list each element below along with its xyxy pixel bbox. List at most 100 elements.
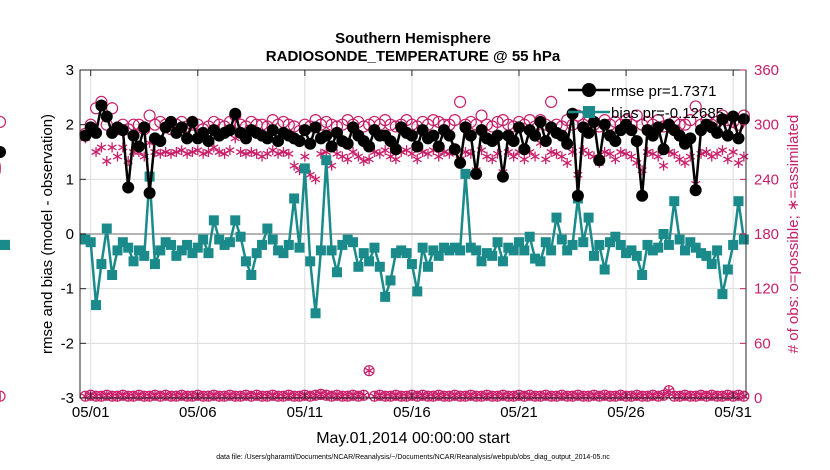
bias-point [433, 250, 444, 261]
bias-point [385, 275, 396, 286]
x-axis-label: May.01,2014 00:00:00 start [316, 430, 510, 447]
bias-point [449, 242, 460, 253]
rmse-point [534, 115, 547, 128]
obs-possible-point [630, 109, 643, 122]
rmse-point [320, 129, 333, 142]
rmse-point [389, 143, 402, 156]
legend: rmse pr=1.7371 bias pr=-0.12685 [568, 83, 724, 122]
bias-point [219, 239, 230, 250]
bias-point [149, 259, 160, 270]
bias-point [551, 212, 562, 223]
chart-title: Southern Hemisphere [335, 30, 491, 47]
y-axis-left: -3 -2 -1 0 1 2 3 [61, 62, 86, 407]
rmse-point [143, 187, 156, 199]
obs-assimilated-point [701, 147, 712, 157]
bias-point [160, 237, 171, 248]
obs-assimilated-point [508, 151, 519, 162]
rmse-point [571, 189, 584, 202]
bias-point [107, 270, 118, 280]
obs-assimilated-point [91, 147, 101, 157]
bias-point [717, 289, 728, 300]
obs-assimilated-point [739, 151, 749, 162]
obs-assimilated-point [225, 145, 235, 156]
rmse-point [138, 121, 151, 134]
rmse-point [684, 132, 697, 145]
obs-possible-point [545, 95, 558, 108]
obs-possible-point [684, 114, 697, 127]
rmse-point [304, 137, 317, 150]
bias-series [0, 155, 749, 319]
bias-point [123, 242, 134, 253]
bias-point [369, 242, 380, 253]
y-tick-label-left: 0 [66, 226, 74, 243]
obs-assimilated-point [284, 148, 294, 159]
bias-point [685, 237, 696, 248]
bias-point [348, 237, 359, 248]
rmse-point [496, 170, 509, 183]
obs-possible-point [0, 115, 7, 129]
bias-point [262, 223, 273, 234]
rmse-point [127, 129, 140, 142]
bias-point [235, 231, 246, 242]
bias-point [198, 234, 209, 245]
rmse-point [298, 124, 311, 137]
obs-possible-point [454, 95, 467, 108]
rmse-point [90, 126, 103, 139]
rmse-point [363, 140, 376, 153]
rmse-point [513, 121, 526, 134]
y-axis-label-left: rmse and bias (model - observation) [39, 114, 56, 354]
bias-point [567, 239, 578, 250]
y-tick-label-right: 240 [754, 171, 779, 188]
rmse-point [630, 135, 643, 148]
bias-point [257, 239, 268, 250]
bias-point [460, 168, 471, 179]
bias-point [626, 245, 637, 256]
rmse-point [411, 140, 424, 153]
rmse-point [636, 189, 649, 202]
obs-assimilated-point [359, 156, 369, 167]
rmse-line [84, 101, 746, 196]
bias-point [396, 245, 407, 256]
obs-assimilated-point [562, 157, 572, 168]
rmse-point [716, 113, 729, 126]
obs-assimilated-point [102, 156, 112, 167]
bias-point [663, 239, 674, 250]
rmse-point [266, 124, 279, 137]
rmse-point [405, 129, 418, 142]
rmse-point [732, 132, 745, 145]
bias-point [273, 245, 284, 256]
bias-point [674, 234, 685, 245]
obs-assimilated-point [278, 147, 289, 157]
bias-point [733, 196, 744, 207]
rmse-point [325, 140, 338, 153]
footnote: data file: /Users/gharamti/Documents/NCA… [216, 454, 610, 461]
obs-assimilated-point [723, 154, 733, 165]
rmse-point [448, 143, 461, 156]
bias-point [637, 270, 648, 280]
rmse-point [116, 124, 129, 137]
bias-point [401, 248, 412, 259]
obs-assimilated-point [198, 148, 208, 159]
y-tick-label-left: 2 [66, 117, 74, 134]
bias-point [176, 245, 187, 256]
bias-point [696, 248, 707, 259]
rmse-point [518, 143, 531, 156]
bias-point [380, 291, 391, 302]
rmse-point [309, 121, 322, 134]
bias-point [251, 248, 262, 259]
obs-assimilated-point [96, 142, 107, 153]
bias-point [353, 261, 364, 272]
legend-rmse-marker [582, 83, 596, 97]
obs-possible-point [143, 109, 156, 122]
x-axis: 05/01 05/06 05/11 05/16 05/21 05/26 05/31 [72, 70, 752, 421]
bias-point [155, 245, 166, 256]
rmse-point [598, 118, 611, 131]
bias-point [374, 261, 385, 272]
rmse-point [0, 146, 6, 158]
obs-assimilated-point [434, 151, 444, 162]
obs-assimilated-point [733, 157, 744, 168]
obs-assimilated-series [0, 124, 749, 189]
bias-point [556, 234, 567, 245]
obs-assimilated-point [300, 151, 310, 162]
rmse-point [181, 132, 194, 145]
